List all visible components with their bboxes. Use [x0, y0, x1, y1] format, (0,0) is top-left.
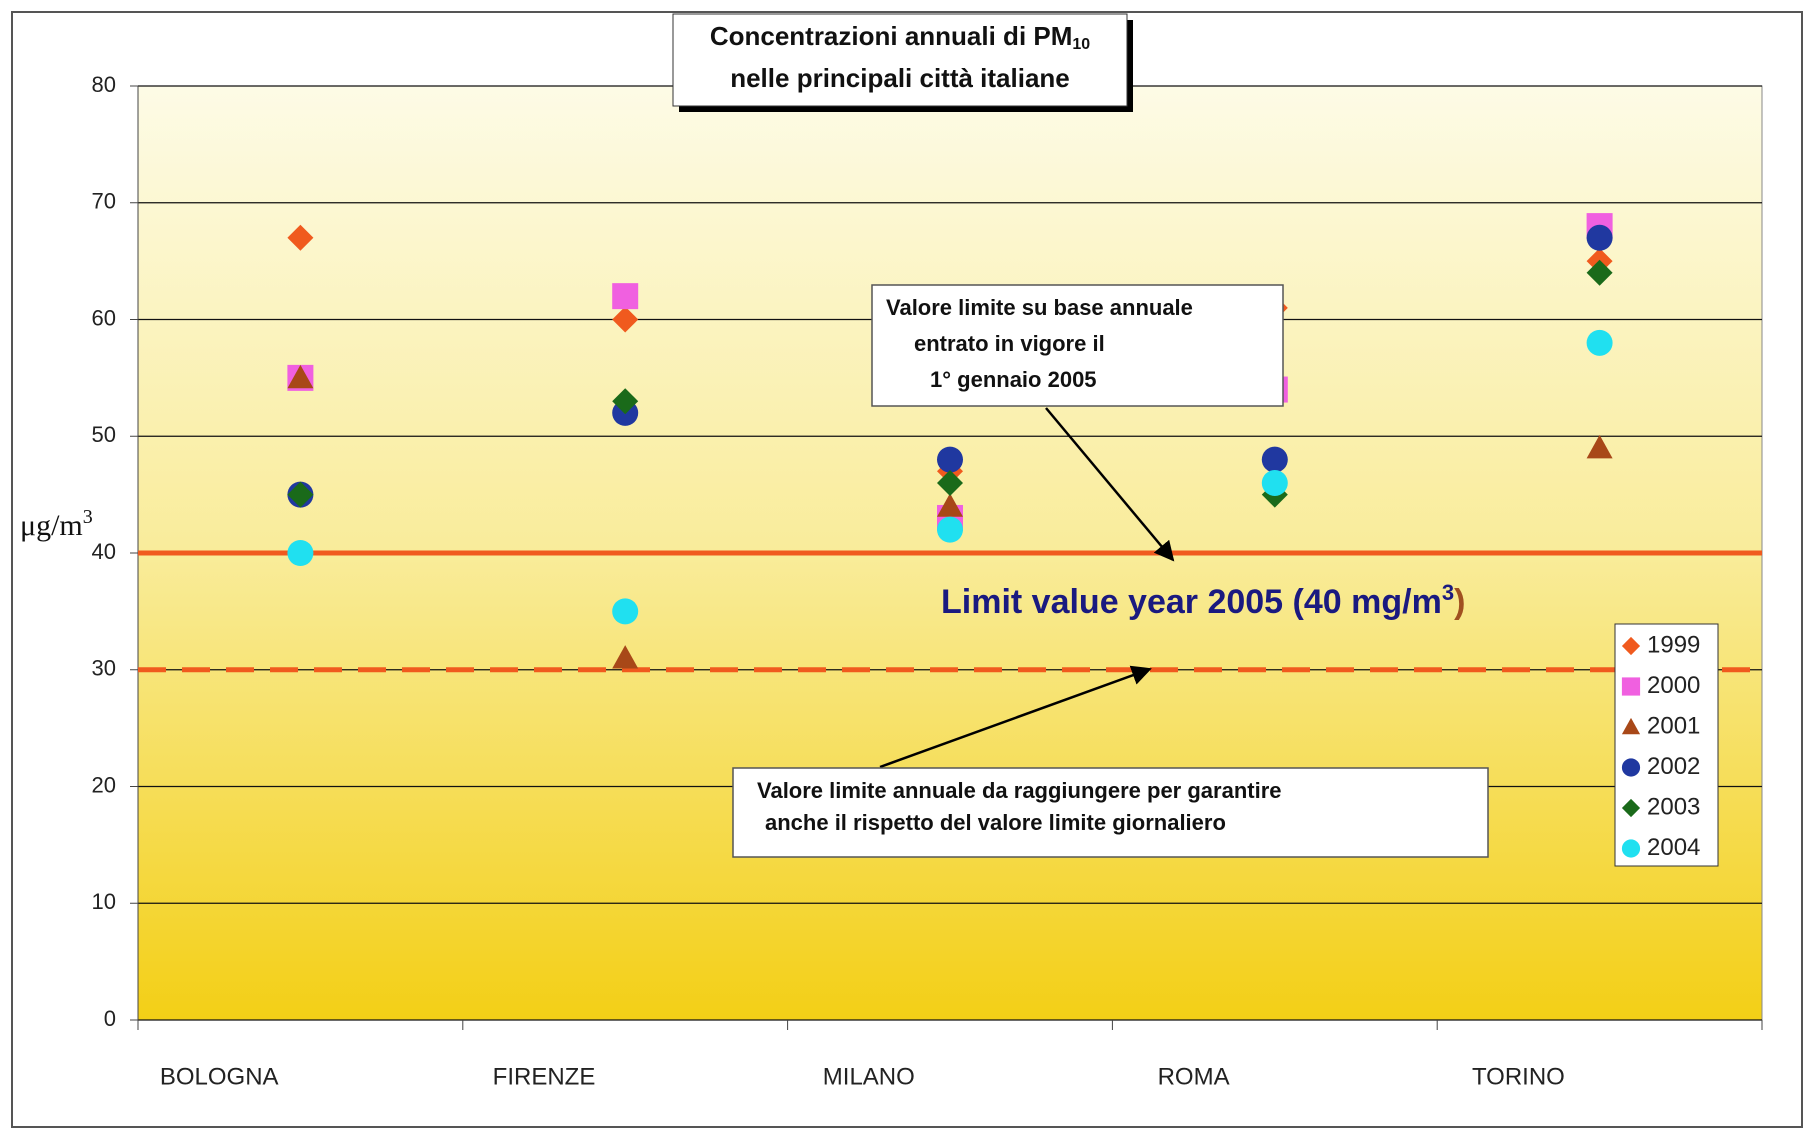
legend-label: 2004	[1647, 834, 1700, 861]
x-tick-label: TORINO	[1472, 1063, 1565, 1090]
y-tick-label: 30	[92, 656, 116, 681]
limit-label-close: )	[1454, 583, 1465, 621]
y-tick-label: 20	[92, 772, 116, 797]
legend-label: 2001	[1647, 712, 1700, 739]
y-tick-label: 0	[104, 1006, 116, 1031]
annotation-text: Valore limite su base annuale	[886, 295, 1193, 320]
annotation-text: entrato in vigore il	[914, 331, 1105, 356]
chart-title-sub: 10	[1072, 36, 1090, 53]
y-tick-label: 80	[92, 72, 116, 97]
point	[612, 645, 639, 669]
legend-label: 2000	[1647, 672, 1700, 699]
y-axis-label: μg/m3	[20, 506, 93, 542]
point	[287, 224, 314, 251]
legend-label: 2002	[1647, 753, 1700, 780]
annotation-arrow	[879, 665, 1152, 769]
limit-label-text: Limit value year 2005 (40 mg/m	[941, 583, 1442, 621]
chart-title-text: Concentrazioni annuali di PM	[710, 21, 1073, 51]
legend-marker	[1621, 758, 1641, 777]
legend-marker	[1621, 839, 1641, 858]
annotation-arrow	[1045, 407, 1175, 562]
point	[287, 364, 314, 389]
annotation-box	[732, 767, 1489, 858]
point	[937, 469, 963, 496]
point	[937, 493, 963, 517]
y-tick-label: 70	[92, 189, 116, 214]
point	[1586, 224, 1613, 251]
legend-marker	[1621, 677, 1641, 696]
point	[1261, 446, 1288, 473]
point	[937, 446, 963, 473]
point	[612, 388, 639, 415]
legend-label: 2003	[1647, 793, 1700, 820]
point	[612, 306, 639, 333]
annotation-box	[871, 284, 1284, 407]
legend-box	[1614, 623, 1719, 867]
point	[1261, 469, 1288, 496]
chart-title: Concentrazioni annuali di PM10	[710, 21, 1090, 53]
point	[612, 598, 639, 625]
y-tick-label: 10	[92, 889, 116, 914]
annotation-text: anche il rispetto del valore limite gior…	[765, 810, 1226, 835]
limit-label: Limit value year 2005 (40 mg/m3)	[941, 580, 1465, 621]
limit-label-sup: 3	[1442, 580, 1454, 605]
y-tick-label: 50	[92, 422, 116, 447]
x-tick-label: MILANO	[823, 1063, 915, 1090]
point	[287, 540, 314, 566]
x-tick-label: FIRENZE	[493, 1063, 596, 1090]
y-axis-label-sup: 3	[83, 506, 93, 528]
y-tick-label: 60	[92, 305, 116, 330]
point	[1586, 329, 1613, 356]
legend-marker	[1621, 717, 1641, 735]
point	[287, 481, 314, 508]
annotation-text: Valore limite annuale da raggiungere per…	[757, 778, 1282, 803]
point	[612, 283, 639, 310]
x-tick-label: ROMA	[1158, 1063, 1230, 1090]
chart-subtitle: nelle principali città italiane	[730, 63, 1070, 93]
y-axis-label-text: μg/m	[20, 509, 83, 542]
point	[1586, 434, 1613, 459]
y-tick-label: 40	[92, 539, 116, 564]
title-box	[672, 13, 1128, 107]
point	[937, 516, 963, 543]
point	[1586, 259, 1613, 286]
x-tick-label: BOLOGNA	[160, 1063, 279, 1090]
legend-label: 1999	[1647, 631, 1700, 658]
annotation-text: 1° gennaio 2005	[930, 367, 1097, 392]
